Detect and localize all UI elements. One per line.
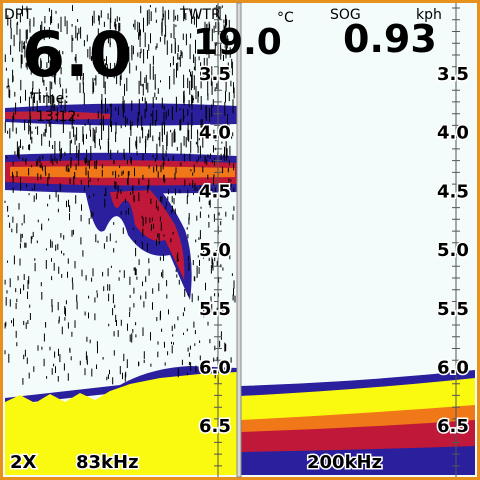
- temp-unit: °C: [277, 10, 294, 26]
- depth-value: 6.0: [22, 18, 132, 91]
- echo-core: [10, 166, 235, 178]
- depth-scale-label: 5.0: [199, 240, 231, 261]
- bottom-edge: [5, 366, 237, 405]
- echo-plume: [110, 190, 185, 280]
- depth-scale-label: 4.5: [437, 181, 469, 202]
- noise-speckle: [4, 5, 236, 385]
- bottom: [5, 372, 237, 475]
- sonar-noise: [4, 5, 236, 385]
- depth-scale-label: 6.5: [199, 416, 231, 437]
- depth-scale-label: 3.5: [437, 64, 469, 85]
- divider: [236, 2, 242, 478]
- right-frequency: 200kHz: [307, 452, 382, 473]
- depth-scale-label: 5.5: [199, 299, 231, 320]
- speed-label: SOG: [330, 7, 361, 23]
- depth-scale-label: 4.0: [437, 123, 469, 144]
- depth-scale-label: 5.0: [437, 240, 469, 261]
- depth-scale-label: 6.5: [437, 416, 469, 437]
- bottom-edge: [241, 370, 475, 396]
- time-value: 13:12: [36, 109, 76, 125]
- depth-scale-label: 6.0: [199, 358, 231, 379]
- depth-scale-label: 6.0: [437, 358, 469, 379]
- depth-scale-label: 4.5: [199, 181, 231, 202]
- bottom-layer: [241, 446, 475, 475]
- left-frequency: 83kHz: [76, 452, 139, 473]
- zoom-label: 2X: [10, 452, 37, 473]
- ruler-ticks: [214, 7, 222, 467]
- sonar-echo: [5, 103, 475, 475]
- ruler-ticks: [452, 7, 460, 467]
- speed-value: 0.93: [343, 17, 437, 61]
- time-label: Time:: [29, 91, 69, 107]
- depth-rulers: 3.5 4.0 4.5 5.0 5.5 6.0 6.5 3.5 4.0 4.5 5.0 5.5 6.0 6…: [198, 3, 470, 477]
- depth-scale-label: 5.5: [437, 299, 469, 320]
- depth-scale-label: 4.0: [199, 123, 231, 144]
- speed-unit: kph: [416, 7, 442, 23]
- depth-label: DPT: [4, 7, 32, 23]
- temp-label: TWTR: [179, 7, 221, 23]
- temp-value: 19.0: [193, 22, 282, 63]
- depth-scale-label: 3.5: [199, 64, 231, 85]
